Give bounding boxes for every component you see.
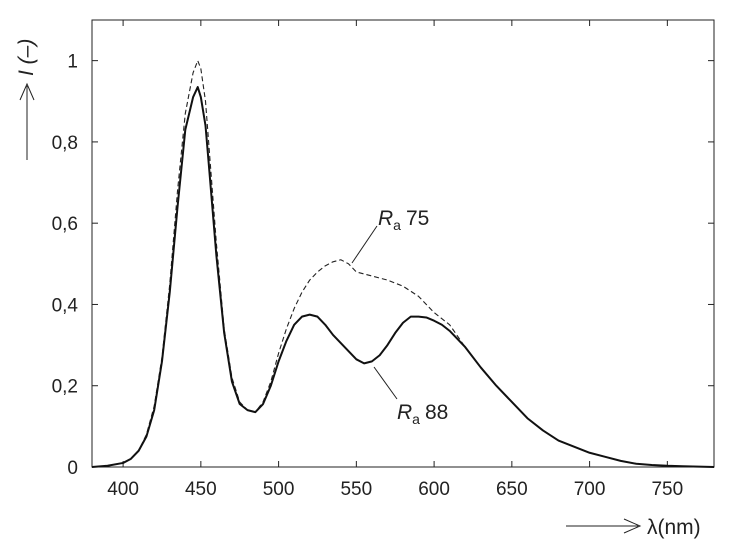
series-lines bbox=[91, 60, 715, 468]
x-axis-label: λ(nm) bbox=[647, 516, 701, 539]
x-axis-label-group: λ(nm) bbox=[566, 516, 701, 539]
y-tick-label: 1 bbox=[67, 52, 78, 73]
y-axis-label: I (–) bbox=[15, 39, 38, 76]
y-tick-label: 0,6 bbox=[52, 214, 78, 235]
annotation-ra75: Ra 75 bbox=[351, 207, 429, 264]
y-axis-label-group: I (–) bbox=[15, 39, 38, 160]
annotation-ra75-label: Ra 75 bbox=[378, 207, 429, 233]
x-tick-label: 600 bbox=[418, 479, 450, 500]
y-tick-label: 0,4 bbox=[52, 295, 79, 316]
x-tick-label: 750 bbox=[651, 479, 683, 500]
annotation-ra88-value: 88 bbox=[425, 401, 448, 424]
annotation-ra88-leader bbox=[373, 366, 398, 400]
tick-labels: 400 450 500 550 600 650 700 750 0 0,2 0,4 0,6 0,8 1 bbox=[52, 52, 684, 500]
annotation-ra88-symbol: R bbox=[397, 401, 412, 424]
x-tick-label: 400 bbox=[107, 479, 139, 500]
y-tick-label: 0,8 bbox=[52, 133, 78, 154]
annotation-ra88-label: Ra 88 bbox=[397, 401, 448, 427]
x-tick-label: 700 bbox=[574, 479, 606, 500]
y-tick-label: 0,2 bbox=[52, 377, 78, 398]
x-tick-label: 650 bbox=[496, 479, 528, 500]
tick-marks bbox=[92, 20, 714, 468]
annotation-ra75-symbol: R bbox=[378, 207, 393, 230]
x-tick-label: 450 bbox=[185, 479, 217, 500]
annotation-ra75-subscript: a bbox=[393, 217, 401, 233]
x-tick-label: 550 bbox=[340, 479, 372, 500]
y-axis-arrowhead bbox=[19, 82, 35, 101]
y-tick-label: 0 bbox=[67, 458, 78, 479]
annotation-ra88: Ra 88 bbox=[373, 366, 448, 427]
annotation-ra75-value: 75 bbox=[406, 207, 429, 230]
annotation-ra75-leader bbox=[351, 225, 378, 264]
plot-frame bbox=[91, 19, 715, 468]
series-line-ra88 bbox=[91, 86, 715, 468]
x-tick-label: 500 bbox=[263, 479, 295, 500]
annotation-ra88-subscript: a bbox=[412, 411, 420, 427]
x-axis-arrowhead bbox=[623, 518, 642, 534]
series-line-ra75 bbox=[91, 60, 715, 468]
